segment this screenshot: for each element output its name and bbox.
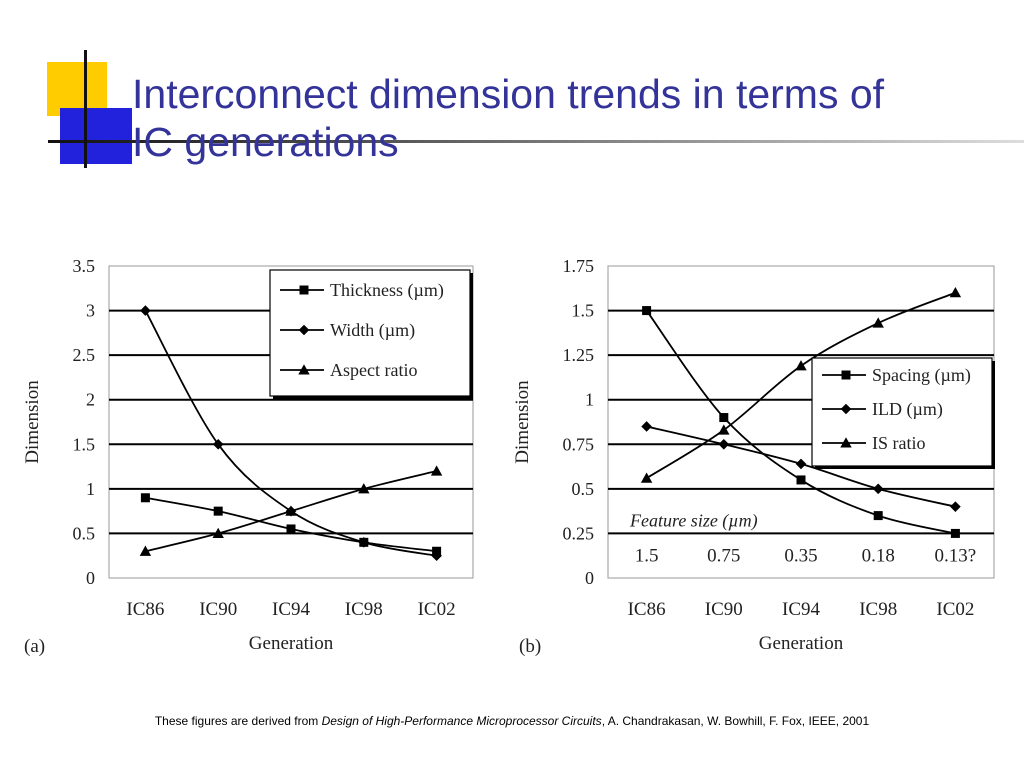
chart-b-legend-marker [841, 370, 851, 380]
chart-b-y-tick-label: 0.25 [563, 523, 595, 543]
chart-b-series-2-point [718, 424, 730, 435]
chart-b-x-axis-label: Generation [759, 633, 844, 654]
decor-vertical-rule [84, 50, 87, 168]
chart-a-y-tick-label: 0 [86, 568, 95, 588]
chart-b-y-tick-label: 0 [585, 568, 594, 588]
chart-b-x-tick-label: IC02 [936, 599, 974, 620]
chart-b-series-0-point [950, 528, 960, 538]
chart-a-y-tick-label: 0.5 [73, 523, 96, 543]
chart-a-y-tick-label: 1 [86, 479, 95, 499]
chart-a-x-axis-label: Generation [249, 633, 334, 654]
chart-a-series-0-point [140, 493, 150, 503]
chart-a-x-tick-label: IC02 [418, 599, 456, 620]
chart-b-series-1-point [872, 483, 884, 495]
footnote-suffix: , A. Chandrakasan, W. Bowhill, F. Fox, I… [601, 714, 870, 728]
chart-a-series-2-point [139, 545, 152, 556]
chart-a-series-2-point [212, 527, 224, 538]
chart-b-series-2-point [795, 360, 807, 371]
chart-a-series-1-point [140, 305, 151, 316]
chart-b-series-1-point [641, 421, 652, 432]
chart-b-feature-size-value: 0.35 [784, 546, 817, 567]
chart-b-y-tick-label: 0.5 [572, 479, 595, 499]
chart-b-legend-marker [840, 437, 852, 448]
chart-b-legend: Spacing (µm) ILD (µm) IS ratio [811, 357, 995, 469]
chart-a-y-tick-label: 3 [86, 301, 95, 321]
chart-a-x-tick-label: IC90 [199, 599, 237, 620]
chart-a-y-tick-label: 1.5 [73, 434, 96, 454]
chart-b-panel-label: (b) [519, 636, 541, 657]
footnote-book-title: Design of High-Performance Microprocesso… [321, 714, 602, 728]
decor-blue-square [60, 108, 132, 164]
chart-b-y-tick-label: 1.5 [572, 301, 595, 321]
chart-b-feature-size-label: Feature size (µm) [629, 510, 758, 531]
chart-b-series-2-point [872, 317, 884, 328]
chart-b-series-2-point [640, 472, 653, 483]
chart-a-series-1-point [358, 537, 370, 548]
chart-a-panel-label: (a) [24, 636, 45, 657]
chart-a-legend-marker [299, 285, 309, 295]
chart-a-legend-marker [298, 364, 310, 375]
chart-a-legend: Thickness (µm) Width (µm) Aspect ratio [269, 269, 473, 399]
chart-a-y-tick-label: 2 [86, 390, 95, 410]
chart-b-series-1-point [950, 501, 961, 512]
decor-yellow-square [47, 62, 107, 116]
chart-b-feature-size-value: 0.13? [935, 546, 977, 567]
chart-b-y-tick-label: 1.75 [563, 256, 595, 276]
chart-a-legend-marker [298, 324, 310, 336]
chart-b-legend-marker [840, 403, 852, 415]
chart-a-y-tick-label: 2.5 [73, 345, 96, 365]
footnote: These figures are derived from Design of… [0, 714, 1024, 728]
chart-a-series-0-point [213, 506, 223, 516]
chart-b: 0 0.25 0.5 0.75 1 1.25 1.5 1.75 IC86 IC90 IC94 IC98… [512, 256, 995, 657]
chart-b-x-tick-label: IC94 [782, 599, 821, 620]
chart-a: 0 0.5 1 1.5 2 2.5 3 3.5 IC86 IC90 IC94 IC98 IC02 Gene… [22, 256, 474, 657]
decor-horizontal-rule [48, 140, 1024, 143]
slide-title: Interconnect dimension trends in terms o… [132, 70, 1012, 166]
chart-b-series-0-point [796, 475, 806, 485]
chart-b-y-tick-label: 1 [585, 390, 594, 410]
footnote-prefix: These figures are derived from [154, 714, 319, 728]
chart-b-x-tick-label: IC90 [705, 599, 743, 620]
chart-a-x-tick-label: IC98 [345, 599, 383, 620]
chart-b-series-1-point [795, 458, 807, 470]
chart-b-feature-size-value: 0.75 [707, 546, 740, 567]
chart-a-series-0-point [286, 524, 296, 534]
chart-b-series-2-point [949, 287, 962, 298]
chart-a-plot-frame [108, 265, 474, 579]
chart-b-legend-label: ILD (µm) [872, 399, 943, 420]
chart-b-series-0-point [719, 413, 729, 423]
chart-a-series-2-point [358, 483, 370, 494]
chart-b-feature-size-value: 0.18 [862, 546, 895, 567]
chart-b-series-0-point [873, 511, 883, 521]
chart-a-legend-label: Width (µm) [330, 320, 415, 341]
chart-b-series-0-point [642, 306, 652, 316]
chart-b-x-tick-label: IC98 [859, 599, 897, 620]
chart-a-x-tick-label: IC94 [272, 599, 311, 620]
chart-a-x-tick-label: IC86 [126, 599, 164, 620]
chart-b-x-tick-label: IC86 [628, 599, 666, 620]
title-line-1: Interconnect dimension trends in terms o… [132, 71, 885, 117]
chart-a-legend-label: Thickness (µm) [330, 280, 444, 301]
chart-b-series-1-point [718, 438, 730, 450]
chart-a-y-axis-label: Dimension [22, 380, 43, 464]
chart-a-series-2-point [285, 505, 297, 516]
chart-b-y-tick-label: 0.75 [563, 434, 595, 454]
chart-b-legend-label: Spacing (µm) [872, 365, 971, 386]
charts-canvas: 0 0.5 1 1.5 2 2.5 3 3.5 IC86 IC90 IC94 IC98 IC02 Gene… [22, 256, 995, 657]
chart-a-series-line-1 [144, 310, 437, 557]
chart-b-y-tick-label: 1.25 [563, 345, 595, 365]
chart-a-y-tick-label: 3.5 [73, 256, 96, 276]
chart-a-series-2-point [430, 465, 443, 476]
chart-b-y-axis-label: Dimension [512, 380, 533, 464]
chart-b-feature-size-value: 1.5 [635, 546, 659, 567]
chart-a-series-1-point [212, 438, 224, 450]
chart-b-legend-label: IS ratio [872, 433, 926, 453]
chart-a-series-1-point [431, 550, 442, 562]
title-line-2: IC generations [132, 119, 399, 165]
chart-a-legend-label: Aspect ratio [330, 360, 417, 380]
